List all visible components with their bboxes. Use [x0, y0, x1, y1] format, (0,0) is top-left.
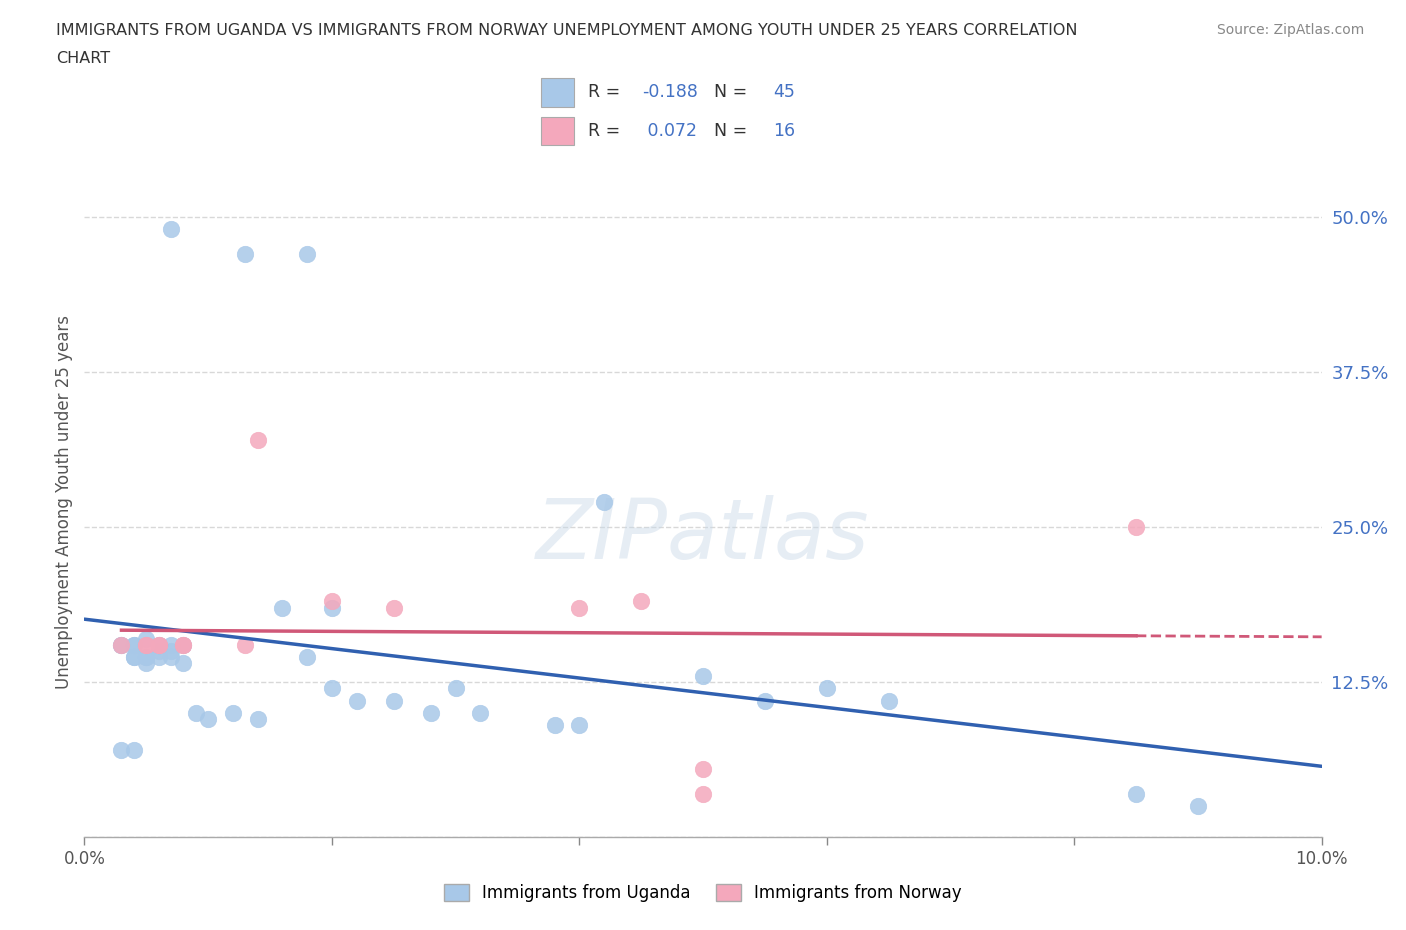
Point: [148, 637, 170, 652]
Legend: Immigrants from Uganda, Immigrants from Norway: Immigrants from Uganda, Immigrants from …: [437, 878, 969, 909]
Point: [593, 495, 616, 510]
Point: [692, 786, 714, 801]
Point: [148, 637, 170, 652]
Point: [543, 718, 565, 733]
Point: [246, 432, 269, 447]
Point: [135, 650, 157, 665]
Point: [568, 718, 591, 733]
Point: [295, 246, 318, 261]
Point: [321, 681, 343, 696]
Point: [172, 637, 194, 652]
Point: [233, 637, 256, 652]
Point: [754, 693, 776, 708]
Point: [222, 706, 245, 721]
Text: ZIPatlas: ZIPatlas: [536, 495, 870, 577]
Point: [1125, 786, 1147, 801]
Point: [172, 637, 194, 652]
Point: [346, 693, 368, 708]
FancyBboxPatch shape: [541, 116, 575, 145]
Point: [692, 762, 714, 777]
Point: [815, 681, 838, 696]
Point: [246, 711, 269, 726]
Point: [692, 669, 714, 684]
Point: [135, 637, 157, 652]
Point: [122, 637, 145, 652]
Point: [382, 600, 405, 615]
Text: R =: R =: [588, 84, 626, 101]
Point: [321, 594, 343, 609]
FancyBboxPatch shape: [541, 78, 575, 107]
Point: [630, 594, 652, 609]
Text: R =: R =: [588, 122, 626, 140]
Point: [160, 650, 183, 665]
Point: [148, 637, 170, 652]
Point: [135, 650, 157, 665]
Point: [184, 706, 207, 721]
Point: [135, 631, 157, 646]
Point: [233, 246, 256, 261]
Point: [172, 656, 194, 671]
Point: [172, 637, 194, 652]
Point: [197, 711, 219, 726]
Text: N =: N =: [703, 84, 752, 101]
Point: [122, 637, 145, 652]
Point: [877, 693, 900, 708]
Point: [271, 600, 294, 615]
Text: 16: 16: [773, 122, 796, 140]
Point: [122, 743, 145, 758]
Point: [160, 222, 183, 237]
Text: CHART: CHART: [56, 51, 110, 66]
Point: [148, 650, 170, 665]
Point: [1125, 520, 1147, 535]
Text: IMMIGRANTS FROM UGANDA VS IMMIGRANTS FROM NORWAY UNEMPLOYMENT AMONG YOUTH UNDER : IMMIGRANTS FROM UGANDA VS IMMIGRANTS FRO…: [56, 23, 1078, 38]
Text: 0.072: 0.072: [643, 122, 697, 140]
Point: [321, 600, 343, 615]
Point: [1187, 799, 1209, 814]
Text: 45: 45: [773, 84, 796, 101]
Point: [110, 637, 132, 652]
Point: [419, 706, 441, 721]
Point: [160, 637, 183, 652]
Point: [568, 600, 591, 615]
Point: [110, 743, 132, 758]
Point: [135, 637, 157, 652]
Y-axis label: Unemployment Among Youth under 25 years: Unemployment Among Youth under 25 years: [55, 315, 73, 689]
Point: [382, 693, 405, 708]
Text: -0.188: -0.188: [643, 84, 697, 101]
Text: Source: ZipAtlas.com: Source: ZipAtlas.com: [1216, 23, 1364, 37]
Point: [444, 681, 467, 696]
Point: [110, 637, 132, 652]
Point: [470, 706, 492, 721]
Point: [295, 650, 318, 665]
Point: [122, 650, 145, 665]
Point: [135, 656, 157, 671]
Point: [110, 637, 132, 652]
Point: [160, 644, 183, 658]
Point: [148, 644, 170, 658]
Point: [122, 650, 145, 665]
Text: N =: N =: [703, 122, 752, 140]
